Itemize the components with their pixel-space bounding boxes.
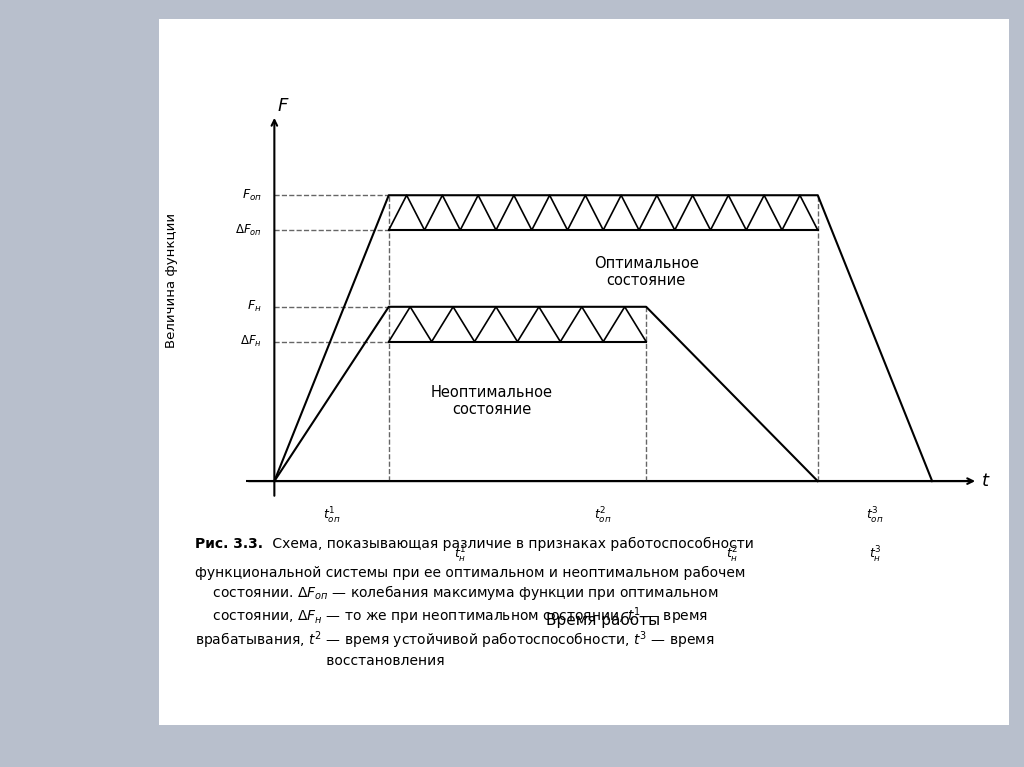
Text: функциональной системы при ее оптимальном и неоптимальном рабочем
    состоянии.: функциональной системы при ее оптимально… xyxy=(195,566,744,667)
Text: Неоптимальное
состояние: Неоптимальное состояние xyxy=(431,385,553,417)
Text: $t^1_{н}$: $t^1_{н}$ xyxy=(454,545,467,565)
Text: Схема, показывающая различие в признаках работоспособности: Схема, показывающая различие в признаках… xyxy=(268,537,754,551)
Text: $t^3_{н}$: $t^3_{н}$ xyxy=(868,545,882,565)
Text: $t^2_{оп}$: $t^2_{оп}$ xyxy=(595,506,612,526)
Text: $F_{оп}$: $F_{оп}$ xyxy=(242,188,262,202)
Text: $t^1_{оп}$: $t^1_{оп}$ xyxy=(323,506,340,526)
Text: $F_{н}$: $F_{н}$ xyxy=(247,299,262,314)
Text: $\Delta F_{оп}$: $\Delta F_{оп}$ xyxy=(234,222,262,238)
Text: $t$: $t$ xyxy=(981,472,990,490)
Text: Рис. 3.3.: Рис. 3.3. xyxy=(195,537,262,551)
Text: $t^3_{оп}$: $t^3_{оп}$ xyxy=(866,506,884,526)
Text: Оптимальное
состояние: Оптимальное состояние xyxy=(594,255,698,288)
Text: Время работы: Время работы xyxy=(546,612,660,628)
Text: $F$: $F$ xyxy=(278,97,290,115)
Text: $\Delta F_{н}$: $\Delta F_{н}$ xyxy=(240,334,262,349)
Text: $t^2_{н}$: $t^2_{н}$ xyxy=(726,545,738,565)
Text: Величина функции: Величина функции xyxy=(165,212,177,347)
